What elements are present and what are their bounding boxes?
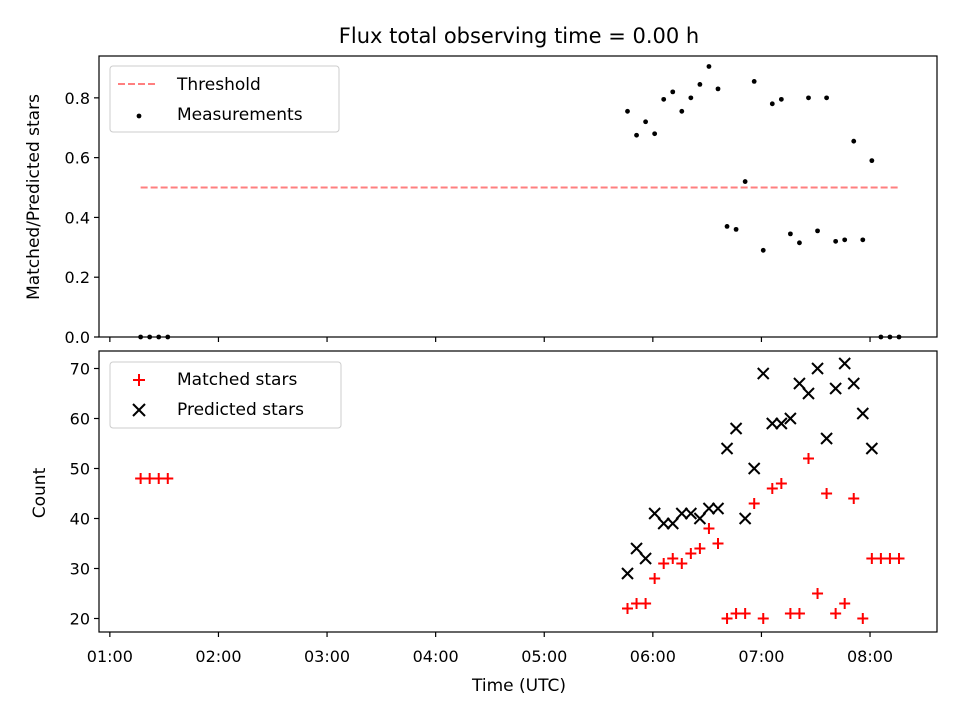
measurement-point [643, 119, 648, 124]
measurement-point [752, 79, 757, 84]
top-ytick-label: 0.2 [65, 268, 90, 287]
bottom-ytick-label: 20 [70, 610, 90, 629]
xtick-label: 04:00 [413, 647, 459, 666]
bottom-ytick-label: 60 [70, 410, 90, 429]
bottom-legend: Matched stars Predicted stars [110, 362, 341, 428]
measurement-point [716, 86, 721, 91]
legend-measurements-swatch [137, 114, 142, 119]
bottom-ytick-label: 40 [70, 510, 90, 529]
measurement-point [707, 64, 712, 69]
measurement-point [661, 97, 666, 102]
xtick-label: 01:00 [87, 647, 133, 666]
bottom-xlabel: Time (UTC) [471, 676, 566, 696]
measurement-point [824, 95, 829, 100]
top-ytick-label: 0.4 [65, 208, 90, 227]
bottom-ytick-label: 70 [70, 360, 90, 379]
xtick-label: 05:00 [521, 647, 567, 666]
measurement-point [725, 224, 730, 229]
xtick-label: 06:00 [630, 647, 676, 666]
measurement-point [797, 240, 802, 245]
top-legend: Threshold Measurements [110, 66, 339, 132]
xtick-label: 03:00 [304, 647, 350, 666]
measurement-point [761, 248, 766, 253]
bottom-ylabel: Count [30, 467, 50, 518]
measurement-point [842, 237, 847, 242]
measurement-point [688, 95, 693, 100]
measurement-point [634, 133, 639, 138]
top-ytick-label: 0.6 [65, 149, 90, 168]
measurement-point [679, 109, 684, 114]
measurement-point [869, 158, 874, 163]
measurement-point [851, 139, 856, 144]
xtick-label: 02:00 [195, 647, 241, 666]
legend-matched-label: Matched stars [177, 370, 297, 390]
measurement-point [697, 82, 702, 87]
measurement-point [815, 228, 820, 233]
legend-predicted-label: Predicted stars [177, 400, 304, 420]
legend-threshold-label: Threshold [176, 75, 261, 95]
measurement-point [652, 131, 657, 136]
top-ytick-label: 0.0 [65, 328, 90, 347]
top-ylabel: Matched/Predicted stars [24, 94, 44, 300]
measurement-point [806, 95, 811, 100]
measurement-point [779, 97, 784, 102]
bottom-ytick-label: 50 [70, 460, 90, 479]
legend-measurements-label: Measurements [177, 105, 303, 125]
xtick-label: 08:00 [847, 647, 893, 666]
measurement-point [788, 231, 793, 236]
measurement-point [734, 227, 739, 232]
measurement-point [860, 237, 865, 242]
top-title: Flux total observing time = 0.00 h [339, 24, 699, 48]
measurement-point [625, 109, 630, 114]
bottom-ytick-label: 30 [70, 560, 90, 579]
xtick-label: 07:00 [738, 647, 784, 666]
top-ytick-label: 0.8 [65, 89, 90, 108]
measurement-point [770, 101, 775, 106]
figure: Flux total observing time = 0.00 h Match… [0, 0, 960, 720]
measurement-point [743, 179, 748, 184]
measurement-point [670, 89, 675, 94]
measurement-point [833, 239, 838, 244]
